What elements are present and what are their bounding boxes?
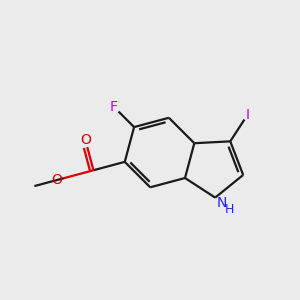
Text: F: F bbox=[110, 100, 118, 114]
Text: I: I bbox=[246, 107, 250, 122]
Text: N: N bbox=[217, 196, 227, 210]
Text: H: H bbox=[224, 203, 234, 216]
Text: O: O bbox=[52, 173, 63, 187]
Text: O: O bbox=[80, 133, 91, 147]
